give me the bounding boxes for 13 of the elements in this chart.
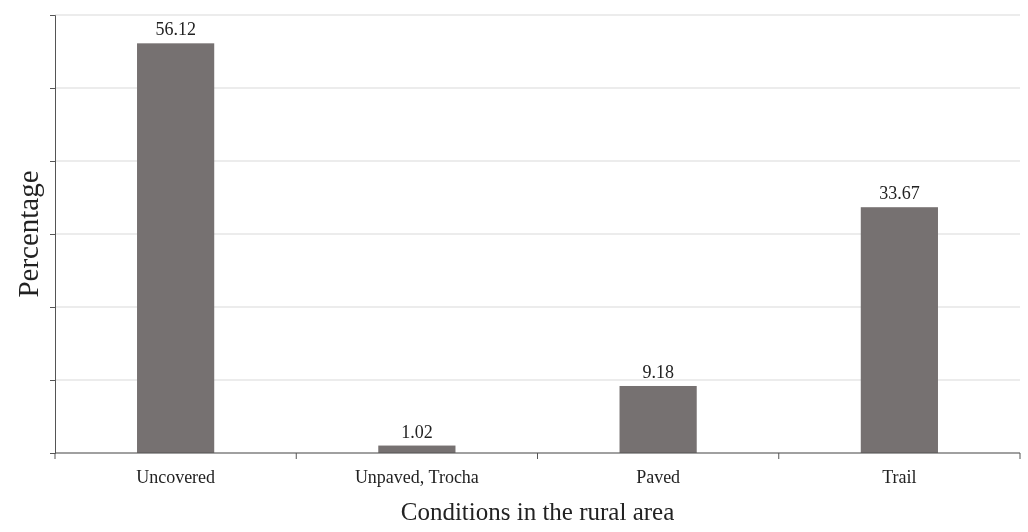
bar [137,43,215,453]
data-label: 1.02 [401,421,433,442]
bar [860,207,938,453]
x-tick-label: Paved [636,467,681,487]
x-tick-label: Trail [882,467,917,487]
data-label: 9.18 [642,361,674,382]
bar [619,385,697,453]
data-label: 56.12 [155,19,196,40]
x-tick-label: Unpaved, Trocha [354,467,479,487]
x-tick-label: Uncovered [136,467,216,487]
y-axis-title: Percentage [12,170,44,298]
x-axis-title: Conditions in the rural area [400,498,675,525]
data-label: 33.67 [879,183,920,204]
